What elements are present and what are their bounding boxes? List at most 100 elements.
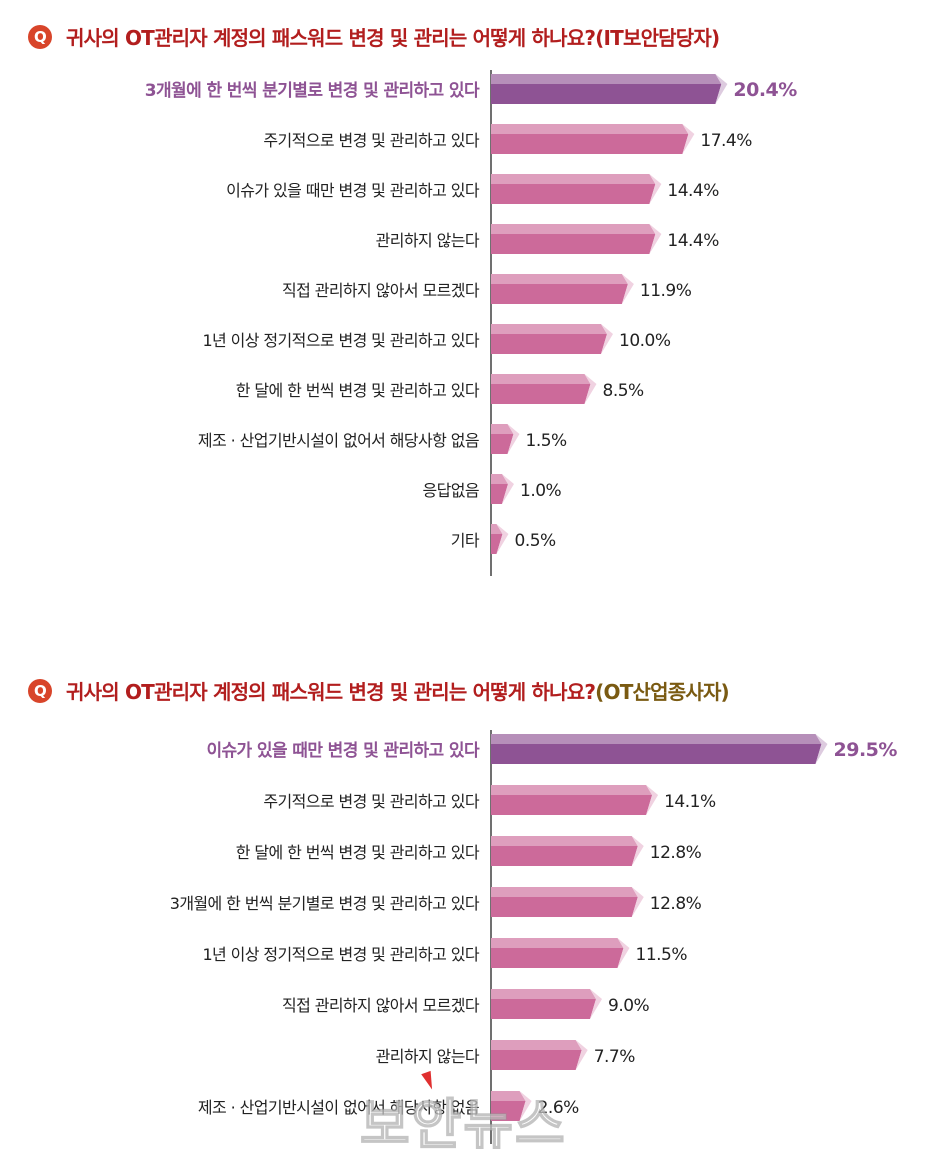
bar (491, 524, 509, 554)
category-label: 이슈가 있을 때만 변경 및 관리하고 있다 (206, 741, 480, 761)
bar-front-face (491, 284, 628, 304)
bar (491, 1040, 588, 1070)
bar-front-face (491, 1050, 582, 1070)
bar-top-face (491, 887, 638, 897)
bar-front-face (491, 846, 638, 866)
bar-front-face (491, 999, 596, 1019)
bar-top-face (491, 224, 656, 234)
category-label: 1년 이상 정기적으로 변경 및 관리하고 있다 (202, 945, 479, 964)
bar (491, 124, 695, 154)
bar (491, 424, 520, 454)
bar (491, 374, 597, 404)
bar-front-face (491, 795, 653, 815)
bar-top-face (491, 1091, 526, 1101)
value-label: 14.1% (664, 792, 716, 812)
category-label: 제조 · 산업기반시설이 없어서 해당사항 없음 (198, 431, 479, 450)
bar-front-face (491, 84, 722, 104)
bar-end-cap (621, 274, 634, 304)
value-label: 2.6% (538, 1098, 580, 1118)
category-label: 이슈가 있을 때만 변경 및 관리하고 있다 (226, 181, 480, 200)
chart-title-suffix: (IT보안담당자) (595, 26, 720, 50)
value-label: 14.4% (667, 231, 719, 251)
bar-top-face (491, 734, 822, 744)
category-label: 3개월에 한 번씩 분기별로 변경 및 관리하고 있다 (170, 894, 480, 913)
bar-top-face (491, 989, 596, 999)
bar-top-face (491, 274, 628, 284)
category-label: 1년 이상 정기적으로 변경 및 관리하고 있다 (202, 331, 479, 350)
bar-end-cap (601, 324, 613, 354)
bar (491, 734, 828, 764)
value-label: 10.0% (619, 331, 671, 351)
bar-end-cap (519, 1091, 532, 1121)
bar-top-face (491, 785, 653, 795)
value-label: 1.0% (520, 481, 562, 501)
bar-end-cap (646, 785, 659, 815)
question-icon: Q (28, 678, 52, 703)
bar (491, 74, 728, 104)
category-label: 기타 (451, 531, 480, 550)
bar-top-face (491, 1040, 582, 1050)
bar-end-cap (715, 74, 728, 104)
bar-end-cap (649, 224, 662, 254)
bar-end-cap (502, 474, 514, 504)
bar (491, 989, 602, 1019)
value-label: 17.4% (700, 131, 752, 151)
chart-title-text: 귀사의 OT관리자 계정의 패스워드 변경 및 관리는 어떻게 하나요? (66, 26, 596, 50)
category-label: 제조 · 산업기반시설이 없어서 해당사항 없음 (198, 1098, 479, 1117)
category-label: 3개월에 한 번씩 분기별로 변경 및 관리하고 있다 (145, 81, 480, 101)
value-label: 9.0% (608, 996, 650, 1016)
bar (491, 836, 644, 866)
bar-front-face (491, 744, 822, 764)
value-label: 12.8% (650, 894, 702, 914)
bar-top-face (491, 174, 656, 184)
bar (491, 324, 613, 354)
bar (491, 224, 662, 254)
bar-front-face (491, 1101, 526, 1121)
category-label: 응답없음 (423, 481, 479, 500)
bar-end-cap (507, 424, 520, 454)
bar-front-face (491, 134, 689, 154)
bar (491, 174, 662, 204)
category-label: 한 달에 한 번씩 변경 및 관리하고 있다 (236, 843, 480, 862)
bar-end-cap (590, 989, 602, 1019)
bar-front-face (491, 897, 638, 917)
value-label: 29.5% (834, 739, 898, 761)
bar-front-face (491, 484, 508, 504)
bar-front-face (491, 534, 503, 554)
bar-top-face (491, 374, 591, 384)
bar (491, 474, 514, 504)
bar-front-face (491, 184, 656, 204)
value-label: 14.4% (667, 181, 719, 201)
bar-end-cap (815, 734, 828, 764)
bar-top-face (491, 124, 689, 134)
value-label: 11.9% (640, 281, 692, 301)
bar (491, 1091, 532, 1121)
category-label: 관리하지 않는다 (376, 1047, 480, 1066)
bar-end-cap (631, 836, 644, 866)
question-icon: Q (28, 24, 52, 49)
bar-top-face (491, 836, 638, 846)
category-label: 관리하지 않는다 (376, 231, 480, 250)
value-label: 7.7% (594, 1047, 636, 1067)
bar (491, 887, 644, 917)
bar-chart-ot: 이슈가 있을 때만 변경 및 관리하고 있다 29.5% 주기적으로 변경 및 관리… (170, 730, 898, 1144)
chart-title-ot: Q 귀사의 OT관리자 계정의 패스워드 변경 및 관리는 어떻게 하나요? (… (28, 676, 730, 705)
bar-top-face (491, 324, 607, 334)
bar-front-face (491, 334, 607, 354)
bar-end-cap (682, 124, 695, 154)
bar-end-cap (617, 938, 630, 968)
value-label: 11.5% (636, 945, 688, 965)
bar-end-cap (496, 524, 509, 554)
category-label: 한 달에 한 번씩 변경 및 관리하고 있다 (236, 381, 480, 400)
bar-end-cap (649, 174, 662, 204)
bar-top-face (491, 424, 514, 434)
bar-top-face (491, 524, 503, 534)
bar-top-face (491, 74, 722, 84)
bar-end-cap (575, 1040, 588, 1070)
bar-top-face (491, 474, 508, 484)
bar-end-cap (631, 887, 644, 917)
category-label: 직접 관리하지 않아서 모르겠다 (282, 281, 480, 300)
value-label: 0.5% (515, 531, 557, 551)
category-label: 주기적으로 변경 및 관리하고 있다 (263, 792, 480, 811)
category-label: 주기적으로 변경 및 관리하고 있다 (263, 131, 480, 150)
